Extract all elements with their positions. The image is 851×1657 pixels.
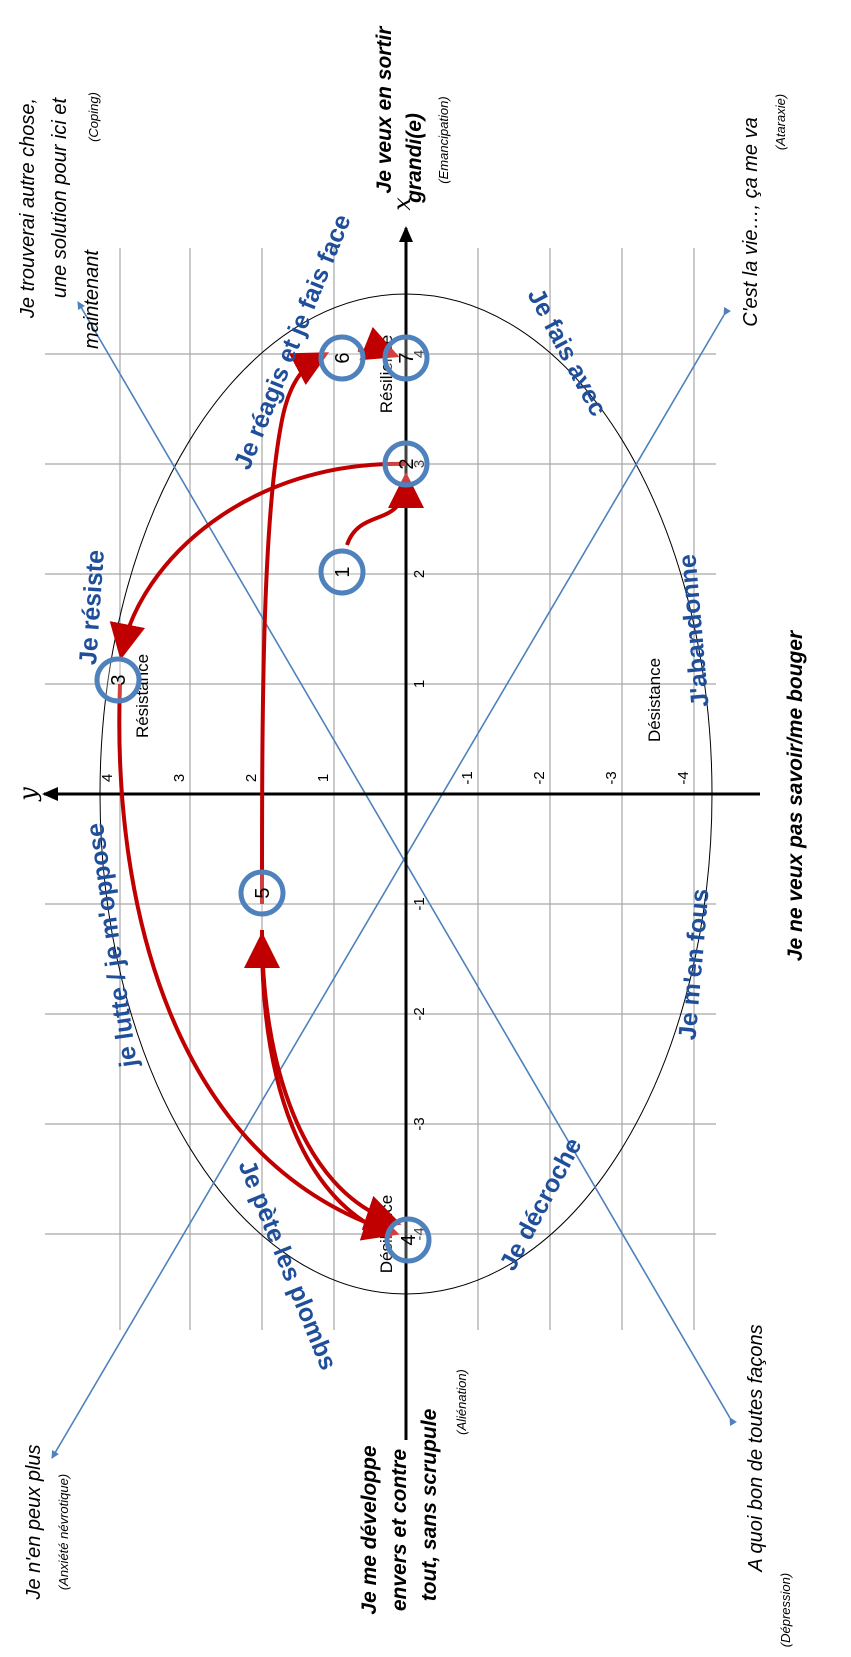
anxiete-sub: (Anxiété névrotique)	[56, 1474, 71, 1590]
y-tick-label: 1	[315, 774, 332, 782]
node-3: 3	[94, 656, 142, 704]
x-tick-label: 2	[411, 570, 428, 578]
alienation-line-2: envers et contre	[388, 1449, 411, 1612]
node-circle	[382, 334, 430, 382]
x-tick-label: -4	[411, 1227, 428, 1240]
y-tick-label: -2	[531, 771, 548, 784]
node-circle	[382, 440, 430, 488]
node-4: 4	[384, 1216, 432, 1264]
node-number: 5	[252, 887, 274, 898]
anxiete-line: Je n'en peux plus	[23, 1444, 45, 1600]
x-tick-label: -2	[411, 1007, 428, 1020]
depression-line: A quoi bon de toutes façons	[745, 1324, 767, 1572]
y-tick-label: -3	[603, 771, 620, 784]
y-tick-label: -1	[459, 771, 476, 784]
axis-right-label: Je ne veux pas savoir/me bouger	[784, 629, 807, 961]
transition-4-5	[244, 932, 393, 1238]
node-number: 2	[396, 458, 418, 469]
node-2: 2	[382, 440, 430, 488]
coping-line-3: maintenant	[81, 249, 103, 349]
node-circle	[318, 548, 366, 596]
node-7: 7	[382, 334, 430, 382]
x-tick-label: 4	[411, 350, 428, 358]
node-number: 7	[396, 352, 418, 363]
coping-line-1: Je trouverai autre chose,	[17, 98, 39, 319]
x-axis-symbol: x	[388, 197, 416, 211]
label-abandonne: J'abandonne	[673, 553, 714, 708]
label-fais-avec: Je fais avec	[522, 284, 613, 421]
label-lutte: je lutte / je m'oppose	[81, 821, 143, 1070]
node-5: 5	[238, 869, 286, 917]
zone-desistance-lower: Désistance	[645, 658, 664, 742]
y-axis-symbol: y	[14, 787, 42, 802]
node-number: 4	[398, 1234, 420, 1245]
node-circle	[384, 1216, 432, 1264]
x-tick-label: 3	[411, 460, 428, 468]
diagonal-ataraxie-anxiete	[51, 306, 731, 1459]
axis-bottom-label: Je me développe envers et contre tout, s…	[358, 1369, 469, 1615]
corner-bottom-right: A quoi bon de toutes façons (Dépression)	[745, 1324, 793, 1647]
y-tick-label: 2	[243, 774, 260, 782]
x-tick-label: -3	[411, 1117, 428, 1130]
transition-1-2	[345, 472, 424, 546]
emancipation-sub: (Emancipation)	[436, 96, 451, 183]
y-tick-label: 3	[171, 774, 188, 782]
emancipation-line-1: Je veux en sortir	[373, 25, 396, 194]
transition-5-6	[260, 352, 330, 905]
node-circle	[318, 334, 366, 382]
axis-top-label: Je veux en sortir grandi(e) (Emancipatio…	[373, 25, 451, 204]
alienation-line-1: Je me développe	[358, 1445, 381, 1615]
depression-sub: (Dépression)	[778, 1573, 793, 1647]
node-number: 6	[332, 352, 354, 363]
alienation-sub: (Aliénation)	[454, 1369, 469, 1435]
ataraxie-sub: (Ataraxie)	[773, 94, 788, 150]
y-tick-label: -4	[675, 771, 692, 784]
node-1: 1	[318, 548, 366, 596]
y-ticks: 4 3 2 1 -1 -2 -3 -4	[99, 771, 692, 784]
x-tick-label: -1	[411, 897, 428, 910]
corner-top-right: C'est la vie…, ça me va (Ataraxie)	[740, 94, 788, 327]
node-number: 3	[108, 674, 130, 685]
transition-paths	[109, 326, 424, 1241]
nodes: 1 2 3 4 5 6 7	[94, 334, 432, 1264]
transition-5-4	[260, 929, 402, 1230]
coping-sub: (Coping)	[86, 92, 101, 142]
coping-line-2: une solution pour ici et	[49, 97, 71, 299]
alienation-line-3: tout, sans scrupule	[418, 1408, 441, 1601]
x-tick-label: 1	[411, 680, 428, 688]
corner-bottom-left: Je n'en peux plus (Anxiété névrotique)	[23, 1444, 71, 1600]
y-tick-label: 4	[99, 774, 116, 782]
label-fous: Je m'en fous	[673, 887, 714, 1041]
node-6: 6	[318, 334, 366, 382]
x-ticks: -4 -3 -2 -1 1 2 3 4	[411, 350, 428, 1241]
corner-top-left: Je trouverai autre chose, une solution p…	[17, 92, 103, 349]
emancipation-line-2: grandi(e)	[403, 113, 426, 204]
node-circle	[238, 869, 286, 917]
node-number: 1	[332, 566, 354, 577]
node-circle	[94, 656, 142, 704]
transition-3-4	[117, 683, 400, 1241]
label-decroche: Je décroche	[494, 1133, 587, 1275]
transition-2-3	[109, 461, 407, 660]
label-resiste: Je résiste	[74, 549, 110, 666]
ataraxie-line: C'est la vie…, ça me va	[740, 117, 762, 326]
